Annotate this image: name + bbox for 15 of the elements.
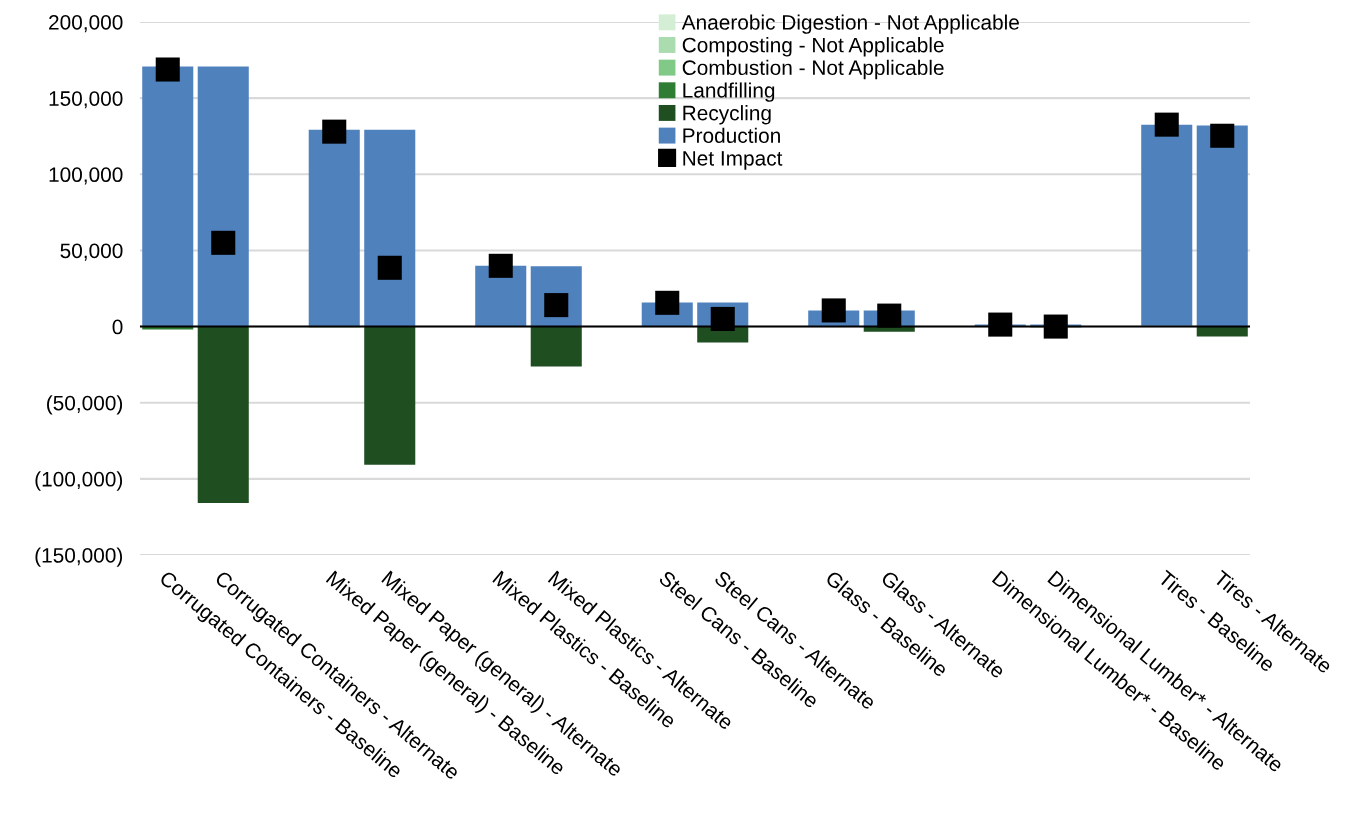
legend-label: Recycling [683, 105, 771, 125]
y-tick-label: (100,000) [35, 471, 123, 491]
y-tick-label: 200,000 [49, 15, 123, 33]
legend-label: Production [683, 127, 780, 144]
legend-label: Landfilling [683, 82, 775, 102]
legend-label: Anaerobic Digestion - Not Applicable [681, 14, 1019, 34]
legend-label: Combustion - Not Applicable [682, 59, 944, 80]
y-tick-label: 100,000 [49, 167, 123, 185]
y-tick-label: (150,000) [35, 547, 123, 567]
y-tick-label: 50,000 [60, 243, 123, 261]
y-tick-label: 0 [112, 319, 123, 335]
legend-label: Composting - Not Applicable [682, 37, 944, 57]
y-tick-label: (50,000) [47, 395, 123, 415]
y-tick-label: 150,000 [49, 91, 123, 109]
legend-label: Net Impact [683, 151, 783, 170]
